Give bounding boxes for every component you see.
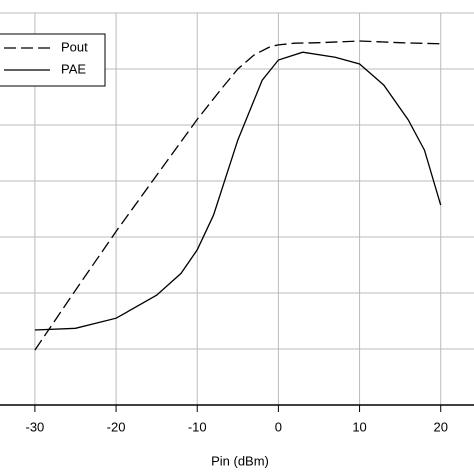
x-axis-label: Pin (dBm) (211, 453, 269, 468)
x-tick-label: -30 (26, 419, 45, 434)
x-tick-label: 10 (352, 419, 366, 434)
x-tick-label: 20 (433, 419, 447, 434)
legend-label: PAE (61, 61, 86, 76)
x-tick-label: 0 (275, 419, 282, 434)
series-line (34, 40, 441, 351)
series-line (34, 51, 442, 331)
x-tick-label: -20 (107, 419, 126, 434)
legend-box (0, 33, 106, 87)
x-tick-label: -10 (188, 419, 207, 434)
legend-label: Pout (61, 39, 88, 54)
